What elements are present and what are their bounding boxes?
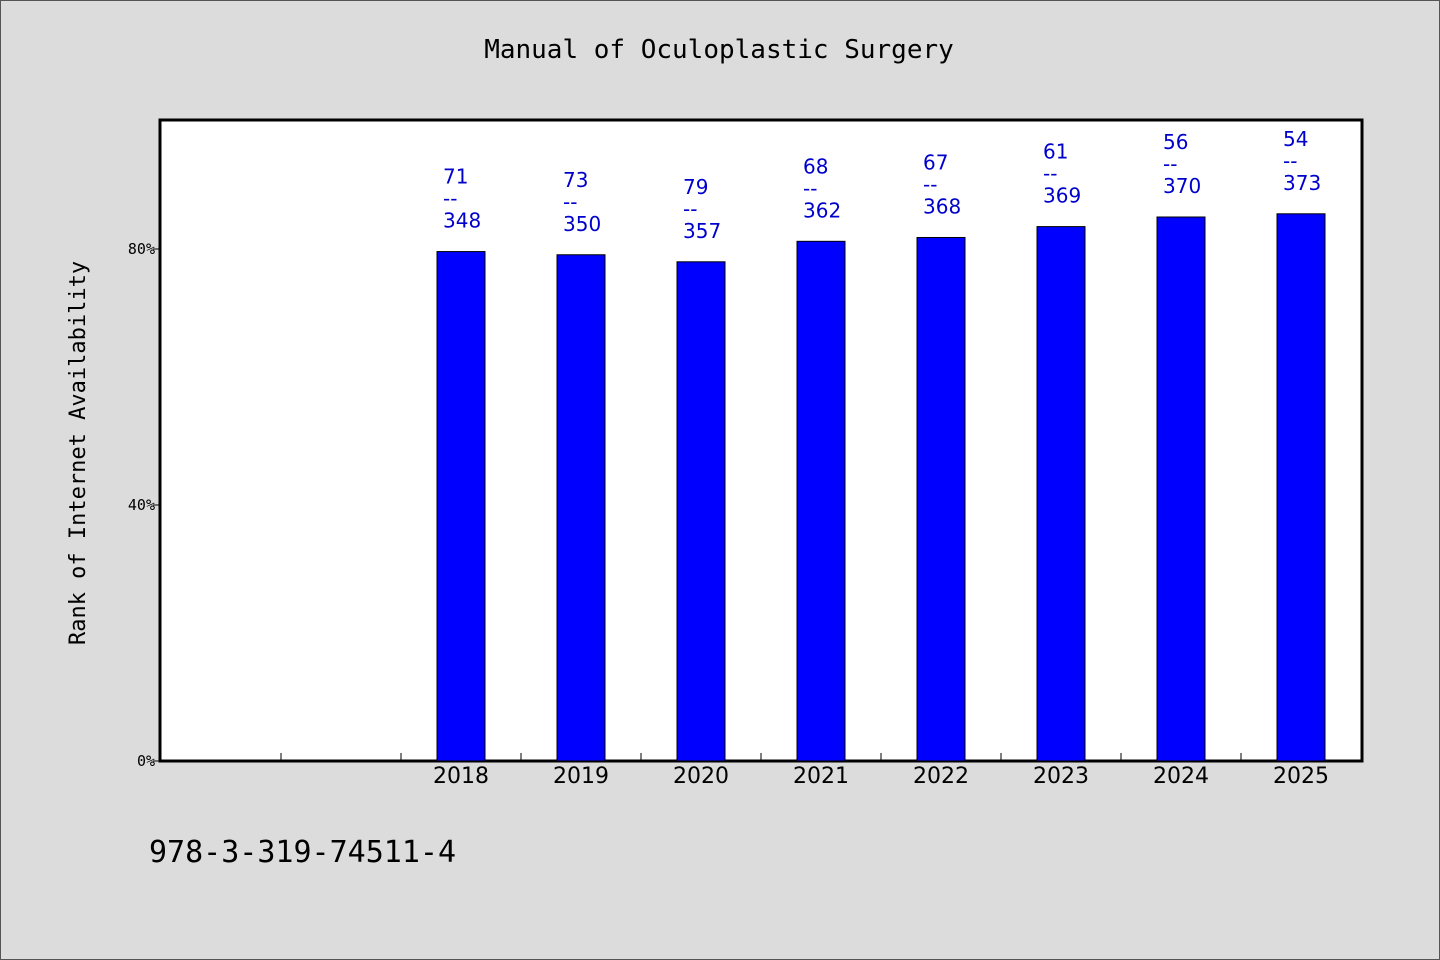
y-axis: 0% 40% 80% bbox=[128, 240, 161, 770]
bar-labels: 71--34873--35079--35768--36267--36861--3… bbox=[443, 127, 1321, 243]
bar-label-bottom: 348 bbox=[443, 209, 481, 233]
bar bbox=[1036, 226, 1086, 762]
x-tick-label: 2018 bbox=[433, 764, 489, 789]
x-axis: 2018 2019 2020 2021 2022 2023 2024 2025 bbox=[280, 753, 1329, 789]
x-tick-label: 2019 bbox=[553, 764, 609, 789]
bar bbox=[676, 261, 726, 762]
bar-label-separator: -- bbox=[563, 190, 577, 214]
bar-label-top: 61 bbox=[1043, 140, 1068, 164]
bar-label-bottom: 370 bbox=[1163, 174, 1201, 198]
bar bbox=[796, 240, 846, 762]
bar-label-separator: -- bbox=[1283, 149, 1297, 173]
chart-title: Manual of Oculoplastic Surgery bbox=[484, 35, 954, 65]
bar-label-separator: -- bbox=[923, 172, 937, 196]
x-tick-label: 2020 bbox=[673, 764, 729, 789]
bar-label-top: 71 bbox=[443, 165, 468, 189]
bar bbox=[436, 251, 486, 762]
bar-label-top: 67 bbox=[923, 150, 948, 174]
bar-label-bottom: 350 bbox=[563, 212, 601, 236]
bar-label-bottom: 368 bbox=[923, 194, 961, 218]
x-tick-label: 2022 bbox=[913, 764, 969, 789]
x-tick-label: 2021 bbox=[793, 764, 849, 789]
x-tick-label: 2023 bbox=[1033, 764, 1089, 789]
bar bbox=[1276, 213, 1326, 762]
bar-label-top: 73 bbox=[563, 168, 588, 192]
bar-label-separator: -- bbox=[1163, 152, 1177, 176]
y-tick-label: 80% bbox=[128, 240, 155, 258]
bars bbox=[436, 213, 1326, 762]
bar-label-top: 79 bbox=[683, 175, 708, 199]
isbn-label: 978-3-319-74511-4 bbox=[149, 835, 457, 870]
bar-label-separator: -- bbox=[1043, 162, 1057, 186]
y-tick-label: 0% bbox=[137, 752, 155, 770]
bar-label-bottom: 369 bbox=[1043, 184, 1081, 208]
x-tick-label: 2024 bbox=[1153, 764, 1209, 789]
x-tick-label: 2025 bbox=[1273, 764, 1329, 789]
bar-label-separator: -- bbox=[803, 176, 817, 200]
bar-label-top: 54 bbox=[1283, 127, 1308, 151]
bar-label-top: 68 bbox=[803, 154, 828, 178]
bar-label-bottom: 357 bbox=[683, 219, 721, 243]
bar bbox=[556, 254, 606, 762]
bar bbox=[916, 236, 966, 762]
bar-label-separator: -- bbox=[443, 187, 457, 211]
bar-label-separator: -- bbox=[683, 197, 697, 221]
bar-label-bottom: 373 bbox=[1283, 171, 1321, 195]
y-axis-label: Rank of Internet Availability bbox=[66, 261, 91, 645]
y-tick-label: 40% bbox=[128, 496, 155, 514]
bar-label-top: 56 bbox=[1163, 130, 1188, 154]
bar bbox=[1156, 216, 1206, 762]
bar-label-bottom: 362 bbox=[803, 198, 841, 222]
